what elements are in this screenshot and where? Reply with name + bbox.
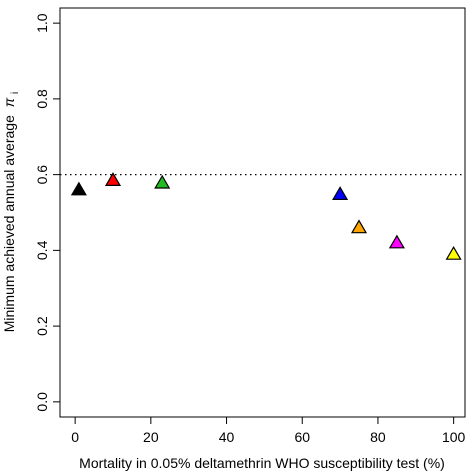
x-tick-label: 0 — [71, 429, 79, 445]
y-axis: 0.0 0.2 0.4 0.6 0.8 1.0 — [34, 13, 61, 412]
x-tick-label: 20 — [143, 429, 159, 445]
y-tick-label: 0.6 — [34, 165, 50, 185]
x-tick-label: 80 — [370, 429, 386, 445]
y-axis-label-symbol: π — [1, 97, 17, 107]
data-points — [70, 172, 462, 260]
y-tick-label: 0.4 — [34, 240, 50, 260]
x-axis-label: Mortality in 0.05% deltamethrin WHO susc… — [79, 455, 445, 471]
y-axis-label-text: Minimum achieved annual average — [1, 115, 17, 332]
data-point-triangle — [104, 172, 122, 186]
x-axis: 0 20 40 60 80 100 — [71, 416, 466, 445]
y-axis-label: Minimum achieved annual average π i — [1, 92, 21, 333]
data-point-triangle — [445, 246, 462, 260]
y-tick-label: 1.0 — [34, 13, 50, 33]
y-tick-label: 0.0 — [34, 392, 50, 412]
x-tick-label: 40 — [219, 429, 235, 445]
plot-frame — [59, 7, 466, 418]
y-axis-label-subscript: i — [10, 92, 21, 94]
data-point-triangle — [70, 181, 87, 196]
y-tick-label: 0.8 — [34, 89, 50, 109]
x-tick-label: 100 — [442, 429, 466, 445]
data-point-triangle — [154, 174, 171, 189]
data-point-triangle — [332, 186, 349, 200]
data-point-triangle — [388, 234, 405, 249]
data-point-triangle — [350, 219, 368, 234]
x-tick-label: 60 — [294, 429, 310, 445]
y-tick-label: 0.2 — [34, 316, 50, 336]
